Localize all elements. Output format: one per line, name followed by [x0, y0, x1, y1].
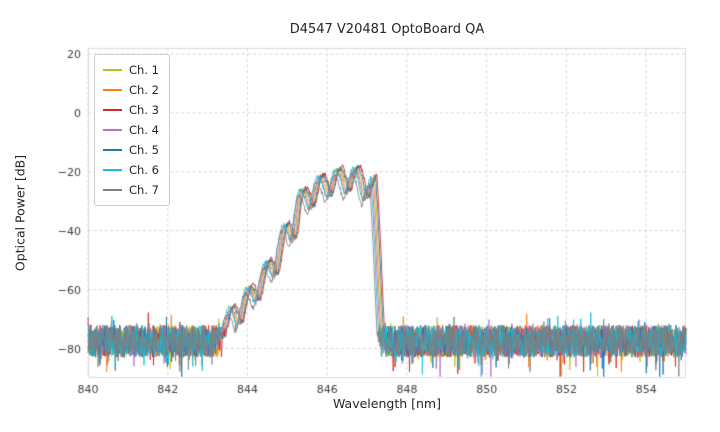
legend-label: Ch. 1	[129, 63, 159, 77]
legend-line-swatch	[103, 129, 122, 131]
legend-label: Ch. 2	[129, 83, 159, 97]
legend-item: Ch. 7	[103, 180, 159, 200]
legend-line-swatch	[103, 69, 122, 71]
legend-item: Ch. 2	[103, 80, 159, 100]
legend-label: Ch. 7	[129, 183, 159, 197]
legend-label: Ch. 5	[129, 143, 159, 157]
legend-item: Ch. 1	[103, 60, 159, 80]
legend-item: Ch. 6	[103, 160, 159, 180]
legend-label: Ch. 4	[129, 123, 159, 137]
legend-line-swatch	[103, 109, 122, 111]
legend-item: Ch. 3	[103, 100, 159, 120]
legend-line-swatch	[103, 189, 122, 191]
legend-label: Ch. 3	[129, 103, 159, 117]
legend-line-swatch	[103, 169, 122, 171]
legend-item: Ch. 5	[103, 140, 159, 160]
x-axis-label: Wavelength [nm]	[333, 396, 441, 411]
legend-line-swatch	[103, 89, 122, 91]
legend-line-swatch	[103, 149, 122, 151]
chart-title: D4547 V20481 OptoBoard QA	[289, 22, 485, 37]
y-axis-label: Optical Power [dB]	[12, 154, 28, 272]
legend-label: Ch. 6	[129, 163, 159, 177]
legend-item: Ch. 4	[103, 120, 159, 140]
legend: Ch. 1 Ch. 2 Ch. 3 Ch. 4 Ch. 5 Ch. 6 Ch. 7	[94, 54, 170, 206]
